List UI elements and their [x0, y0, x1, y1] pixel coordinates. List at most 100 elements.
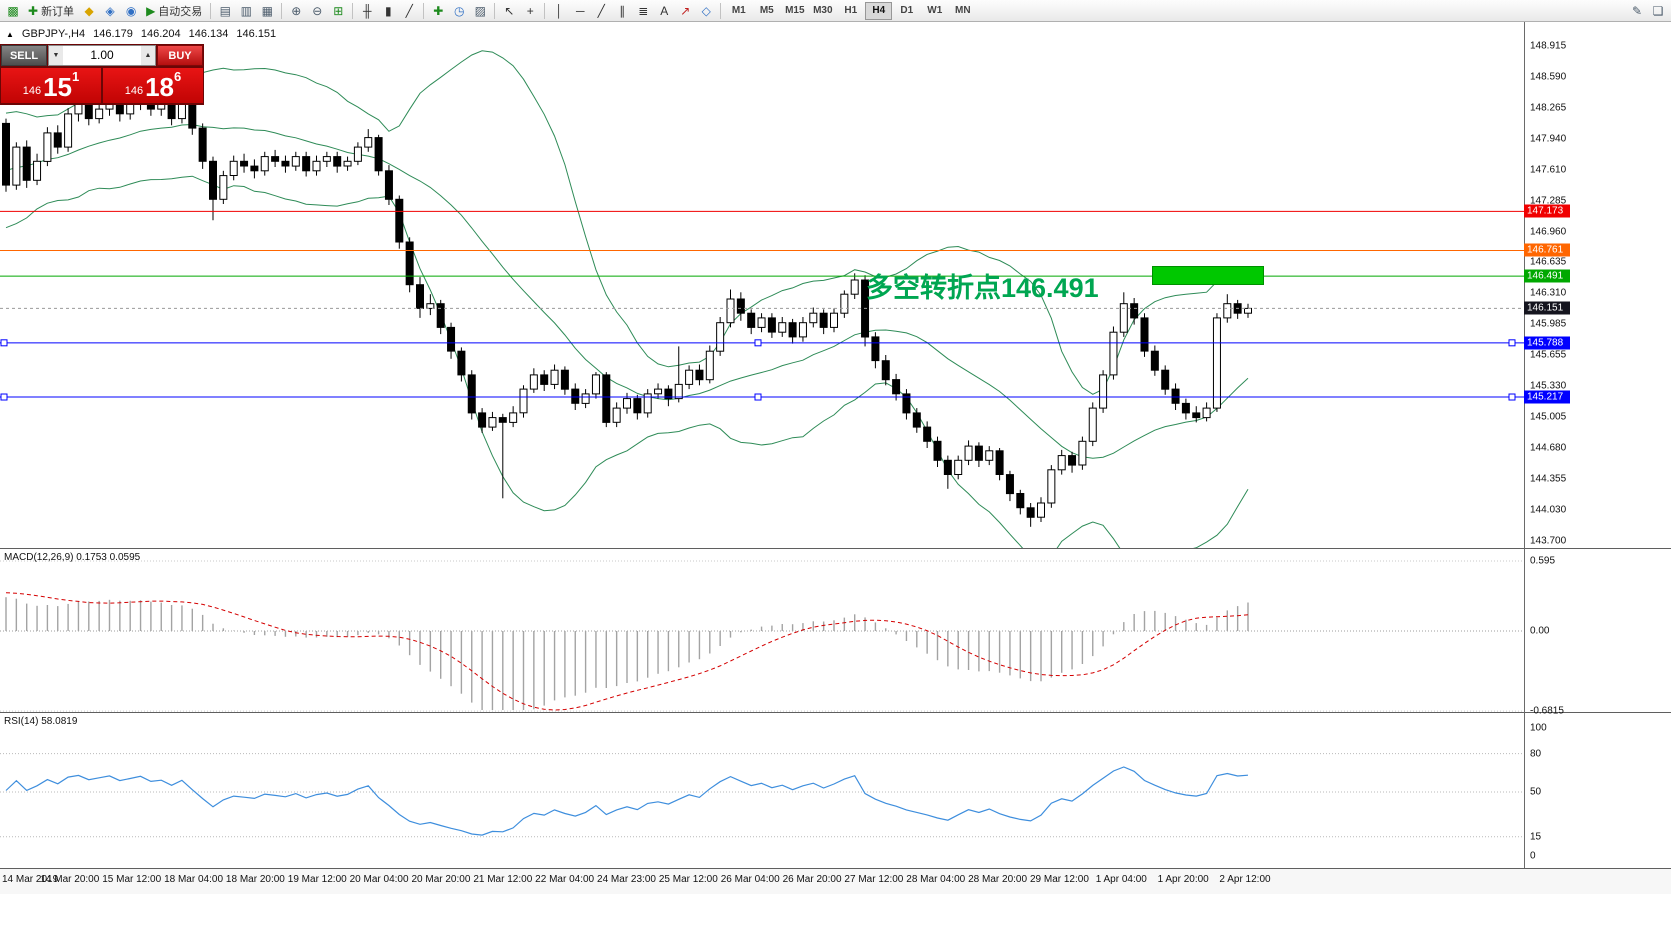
- data-window-icon: ◈: [105, 3, 115, 18]
- toolbar-separator: [281, 2, 283, 19]
- time-axis-label: 25 Mar 12:00: [658, 874, 718, 885]
- buy-button[interactable]: BUY: [157, 45, 203, 66]
- bollinger-upper: [5, 50, 1249, 395]
- candlestick-chart-button[interactable]: ▮: [378, 1, 398, 21]
- toolbar-separator: [494, 2, 496, 19]
- time-axis[interactable]: 14 Mar 2019 14 Mar 20:00 15 Mar 12:00 18 Ma…: [0, 868, 1671, 894]
- crosshair-button[interactable]: +: [520, 1, 540, 21]
- volume-down-button[interactable]: ▼: [49, 46, 63, 65]
- rsi-axis-label: 50: [1530, 786, 1542, 798]
- highlight-rectangle[interactable]: [1152, 266, 1264, 285]
- navigator-button[interactable]: ◉: [121, 1, 141, 21]
- autotrading-label: 自动交易: [158, 5, 203, 18]
- shapes-button[interactable]: ◇: [696, 1, 716, 21]
- macd-pane[interactable]: MACD(12,26,9) 0.1753 0.0595 0.595 0.00 -0.…: [0, 548, 1671, 717]
- price-chart-canvas[interactable]: [0, 22, 1524, 548]
- timeframe-h1[interactable]: H1: [837, 2, 864, 20]
- symbol-name: GBPJPY-,H4: [21, 28, 86, 40]
- toolbar-separator: [423, 2, 425, 19]
- market-watch-button[interactable]: ◆: [79, 1, 99, 21]
- hline-handle[interactable]: [1508, 339, 1516, 347]
- arrow-button[interactable]: ↗: [675, 1, 695, 21]
- market-watch-icon: ◆: [84, 3, 94, 18]
- new-chart-button[interactable]: ▩: [3, 1, 23, 21]
- timeframe-group: M1 M5 M15 M30 H1 H4 D1 W1 MN: [725, 1, 976, 20]
- fibonacci-button[interactable]: ≣: [633, 1, 653, 21]
- price-axis-line: [1524, 22, 1525, 868]
- cursor-button[interactable]: ↖: [499, 1, 519, 21]
- timeframe-h4[interactable]: H4: [865, 1, 893, 20]
- hline-handle[interactable]: [1508, 393, 1516, 401]
- bar-chart-button[interactable]: ╫: [357, 1, 377, 21]
- data-window-button[interactable]: ◈: [100, 1, 120, 21]
- price-axis-label: 147.940: [1530, 133, 1567, 145]
- time-axis-label: 15 Mar 12:00: [102, 874, 162, 885]
- price-axis-label: 147.285: [1530, 195, 1567, 207]
- timeframe-m1[interactable]: M1: [725, 2, 752, 20]
- channel-button[interactable]: ∥: [612, 1, 632, 21]
- price-tag-146.491: 146.491: [1524, 269, 1570, 283]
- navigator-icon: ◉: [125, 3, 137, 18]
- new-order-button[interactable]: ✚ 新订单: [24, 1, 78, 21]
- hline-handle[interactable]: [754, 339, 762, 347]
- ohlc-high: 146.204: [140, 28, 181, 40]
- volume-up-button[interactable]: ▲: [141, 46, 155, 65]
- timeframe-d1[interactable]: D1: [893, 2, 920, 20]
- macd-axis-label: 0.595: [1530, 555, 1556, 567]
- periods-button[interactable]: ◷: [449, 1, 469, 21]
- toolbar-separator: [720, 2, 722, 19]
- vertical-line-button[interactable]: │: [549, 1, 569, 21]
- time-axis-label: 22 Mar 04:00: [535, 874, 595, 885]
- rsi-label: RSI(14) 58.0819: [4, 716, 78, 727]
- zoom-in-button[interactable]: ⊕: [286, 1, 306, 21]
- pencil-button[interactable]: ✎: [1627, 1, 1647, 21]
- horizontal-line-icon: ─: [576, 3, 585, 18]
- timeframe-w1[interactable]: W1: [921, 2, 948, 20]
- indicators-button[interactable]: ✚: [428, 1, 448, 21]
- timeframe-m5[interactable]: M5: [753, 2, 780, 20]
- volume-input[interactable]: 1.00: [90, 48, 114, 62]
- timeframe-m15[interactable]: M15: [781, 2, 808, 20]
- time-axis-label: 20 Mar 20:00: [411, 874, 471, 885]
- channel-icon: ∥: [619, 3, 626, 18]
- rsi-axis-label: 100: [1530, 722, 1547, 734]
- line-chart-button[interactable]: ╱: [399, 1, 419, 21]
- rsi-pane[interactable]: RSI(14) 58.0819 100 80 50 15 0: [0, 712, 1671, 868]
- zoom-out-icon: ⊖: [312, 3, 323, 18]
- templates-button[interactable]: ▨: [470, 1, 490, 21]
- new-order-label: 新订单: [41, 5, 75, 18]
- price-tag-145.217: 145.217: [1524, 390, 1570, 404]
- price-pane[interactable]: ▲ GBPJPY-,H4 146.179 146.204 146.134 146…: [0, 22, 1671, 548]
- line-chart-icon: ╱: [405, 3, 413, 18]
- profile-button[interactable]: ▥: [236, 1, 256, 21]
- buy-price-display[interactable]: 146 18 6: [103, 68, 203, 103]
- hline-handle[interactable]: [0, 393, 8, 401]
- zoom-out-button[interactable]: ⊖: [307, 1, 327, 21]
- panel-button[interactable]: ❏: [1648, 1, 1668, 21]
- sell-price-prefix: 146: [22, 85, 42, 97]
- macd-axis-label: -0.6815: [1530, 705, 1564, 717]
- chart-annotation-text[interactable]: 多空转折点146.491: [866, 273, 1099, 303]
- trendline-button[interactable]: ╱: [591, 1, 611, 21]
- horizontal-line-button[interactable]: ─: [570, 1, 590, 21]
- macd-axis-label: 0.00: [1530, 625, 1550, 637]
- timeframe-mn[interactable]: MN: [949, 2, 976, 20]
- time-axis-label: 28 Mar 20:00: [968, 874, 1028, 885]
- sell-button[interactable]: SELL: [1, 45, 47, 66]
- profile-icon: ▥: [240, 3, 252, 18]
- autotrading-button[interactable]: ▶ 自动交易: [142, 1, 206, 21]
- hline-handle[interactable]: [0, 339, 8, 347]
- price-axis-label: 144.680: [1530, 442, 1567, 454]
- text-button[interactable]: A: [654, 1, 674, 21]
- volume-control: ▼ 1.00 ▲: [48, 45, 156, 66]
- new-chart-icon: ▩: [7, 3, 19, 18]
- fullscreen-button[interactable]: ▦: [257, 1, 277, 21]
- grid-button[interactable]: ⊞: [328, 1, 348, 21]
- timeframe-m30[interactable]: M30: [809, 2, 836, 20]
- sell-price-display[interactable]: 146 15 1: [1, 68, 101, 103]
- time-axis-label: 26 Mar 20:00: [782, 874, 842, 885]
- buy-price-prefix: 146: [124, 85, 144, 97]
- tile-windows-button[interactable]: ▤: [215, 1, 235, 21]
- hline-handle[interactable]: [754, 393, 762, 401]
